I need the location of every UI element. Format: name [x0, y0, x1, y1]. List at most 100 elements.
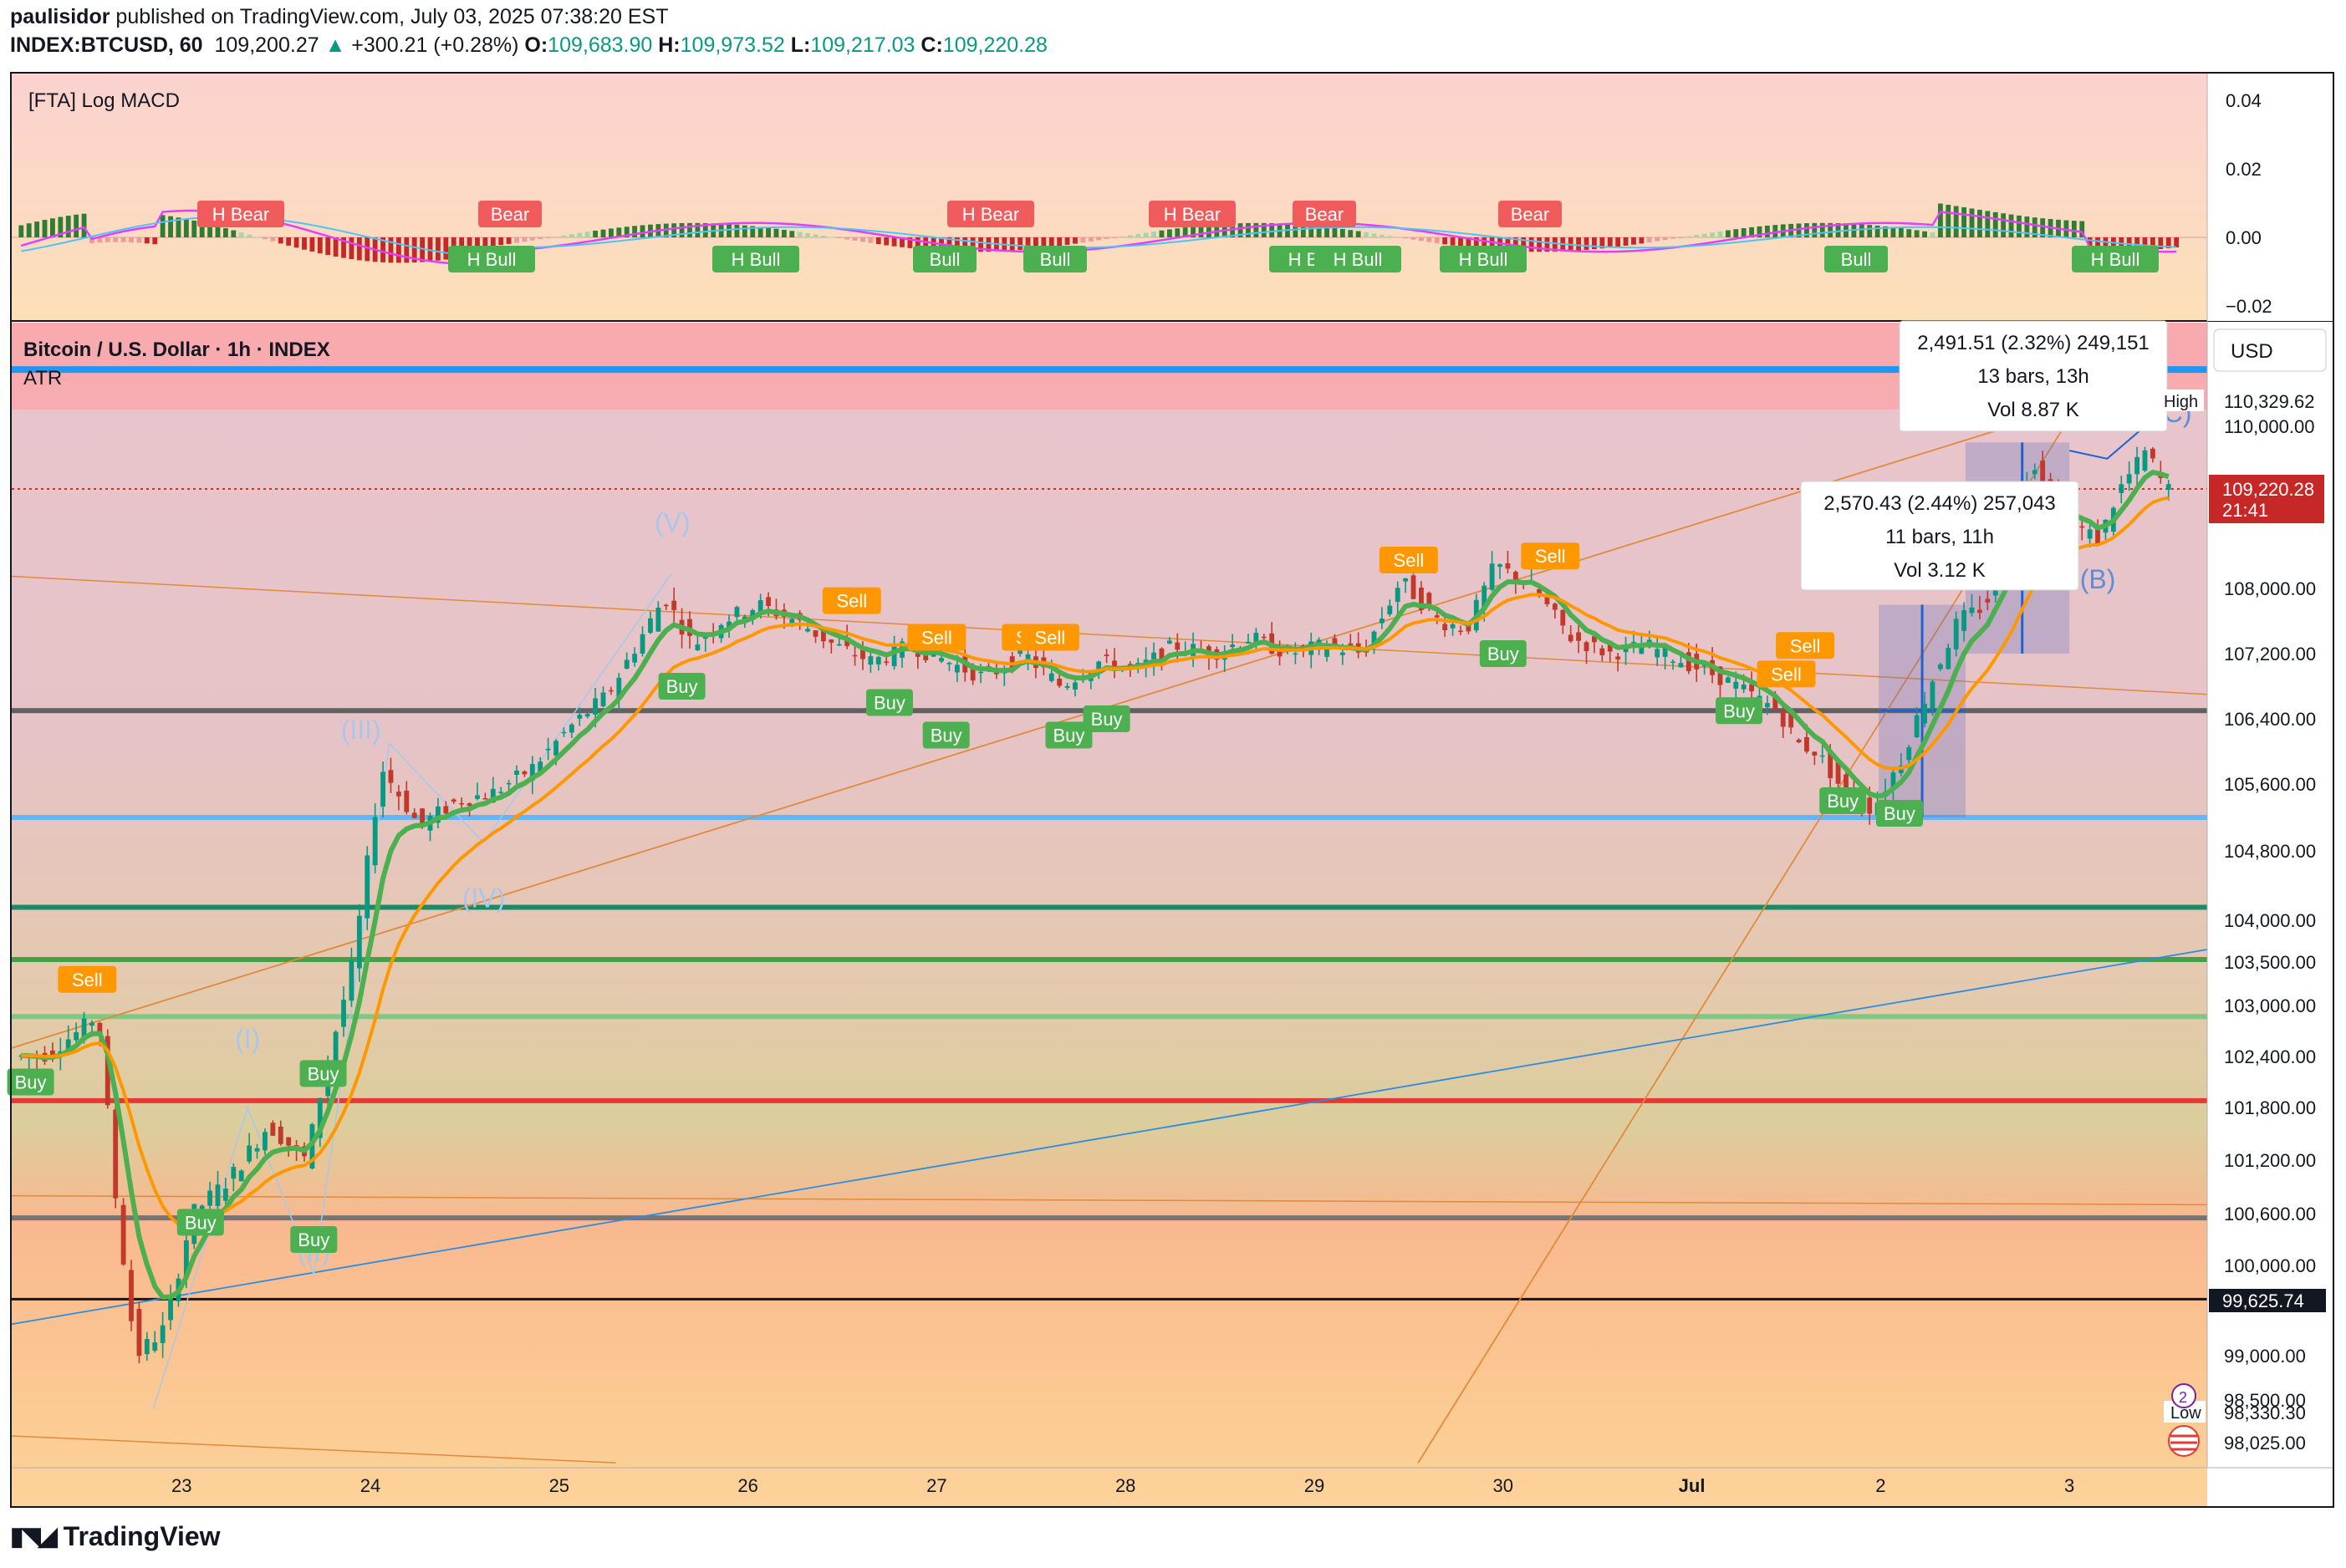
- macd-bar: [1764, 225, 1770, 237]
- measure-top-line1: 2,491.51 (2.32%) 249,151: [1917, 332, 2150, 354]
- close-value: 109,220.28: [942, 33, 1048, 57]
- candle-body: [600, 692, 606, 707]
- macd-bar: [1898, 227, 1904, 237]
- alert-icon[interactable]: 2: [2171, 1383, 2196, 1408]
- macd-bar: [1261, 222, 1267, 237]
- macd-bar: [1992, 211, 1998, 237]
- macd-bar: [1883, 226, 1888, 237]
- candle-body: [1607, 643, 1613, 652]
- candle-body: [1552, 603, 1558, 610]
- macd-bar: [1339, 228, 1345, 237]
- macd-bar: [411, 237, 417, 263]
- macd-bar: [1757, 226, 1762, 237]
- candle-body: [1969, 607, 1975, 613]
- candle-body: [1261, 636, 1267, 639]
- macd-bar: [836, 237, 842, 238]
- macd-bar: [1655, 237, 1660, 242]
- macd-bar: [1395, 237, 1400, 238]
- macd-bar: [1804, 223, 1809, 237]
- macd-bar: [1749, 227, 1754, 237]
- signal-text: Buy: [666, 676, 698, 697]
- candle-body: [1701, 664, 1707, 667]
- macd-bar: [1206, 225, 1211, 237]
- candle-body: [404, 790, 410, 812]
- macd-bar: [1300, 224, 1306, 237]
- macd-bar: [727, 224, 732, 237]
- time-axis-tick: 28: [1115, 1475, 1135, 1496]
- macd-bar: [1874, 225, 1880, 237]
- macd-bar: [844, 237, 850, 240]
- candle-body: [1961, 610, 1967, 631]
- candle-body: [1639, 646, 1645, 654]
- macd-bar: [1615, 237, 1621, 247]
- candle-body: [1482, 585, 1487, 608]
- marker-text: H Bull: [1459, 249, 1508, 270]
- candle-body: [475, 795, 480, 799]
- macd-bar: [1442, 237, 1448, 245]
- high-value: 110,329.62: [2224, 391, 2314, 412]
- macd-bar: [522, 237, 528, 242]
- price-pane-title: Bitcoin / U.S. Dollar · 1h · INDEX: [23, 339, 330, 361]
- macd-bar: [1710, 232, 1715, 237]
- publish-line: paulisidor published on TradingView.com,…: [10, 5, 669, 29]
- macd-bar: [986, 237, 992, 252]
- macd-bar: [632, 226, 638, 237]
- macd-bar: [1009, 237, 1015, 251]
- macd-bar: [860, 237, 865, 242]
- candle-body: [222, 1189, 228, 1201]
- macd-bar: [600, 229, 606, 237]
- macd-bar: [734, 224, 740, 237]
- macd-bar: [1694, 235, 1700, 237]
- macd-bar: [1584, 237, 1589, 250]
- bear-marker: H Bear: [197, 201, 284, 227]
- tradingview-logo[interactable]: ▮◥◢ TradingView: [10, 1521, 221, 1552]
- macd-bar: [978, 237, 983, 252]
- macd-bar: [136, 237, 142, 243]
- macd-bar: [160, 215, 166, 237]
- ema-orange-line: [21, 496, 2170, 1229]
- candle-body: [1615, 656, 1621, 659]
- macd-bar: [388, 237, 394, 263]
- macd-bar: [1741, 227, 1747, 237]
- price-axis-tick: 98,025.00: [2224, 1433, 2306, 1453]
- signal-text: Buy: [874, 693, 905, 714]
- signal-text: Buy: [1091, 709, 1123, 730]
- candle-body: [655, 608, 661, 632]
- candle-body: [545, 748, 551, 751]
- candle-body: [1953, 619, 1959, 649]
- candle-body: [1025, 654, 1031, 659]
- candle-body: [506, 782, 512, 785]
- candle-body: [569, 724, 574, 733]
- macd-bar: [215, 226, 221, 237]
- macd-bar: [365, 237, 370, 262]
- change-value: +300.21 (+0.28%): [351, 33, 519, 57]
- macd-bar: [325, 237, 331, 256]
- macd-bar: [443, 237, 449, 260]
- currency-button[interactable]: USD: [2213, 328, 2327, 372]
- candle-body: [1489, 563, 1495, 590]
- macd-bar: [954, 237, 960, 252]
- macd-bar: [278, 237, 283, 244]
- candle-body: [2126, 474, 2132, 484]
- wave-label: (III): [341, 715, 381, 745]
- candle-body: [608, 690, 614, 692]
- signal-text: Buy: [931, 725, 962, 746]
- candle-body: [1592, 636, 1597, 643]
- author-name[interactable]: paulisidor: [10, 5, 110, 28]
- macd-bar: [26, 223, 32, 237]
- marker-text: Bull: [930, 249, 961, 270]
- macd-bar: [42, 220, 48, 237]
- macd-bar: [341, 237, 346, 258]
- marker-text: Bear: [491, 204, 529, 225]
- marker-text: H Bear: [1164, 204, 1221, 225]
- candle-body: [1017, 647, 1023, 654]
- candle-body: [868, 656, 874, 665]
- candle-body: [1977, 609, 1982, 613]
- macd-bar: [65, 216, 71, 237]
- macd-bar: [113, 237, 119, 242]
- candle-body: [278, 1126, 283, 1144]
- bear-marker: Bear: [1498, 201, 1562, 227]
- price-axis-tick: 103,000.00: [2224, 995, 2316, 1016]
- macd-bar: [1426, 237, 1432, 242]
